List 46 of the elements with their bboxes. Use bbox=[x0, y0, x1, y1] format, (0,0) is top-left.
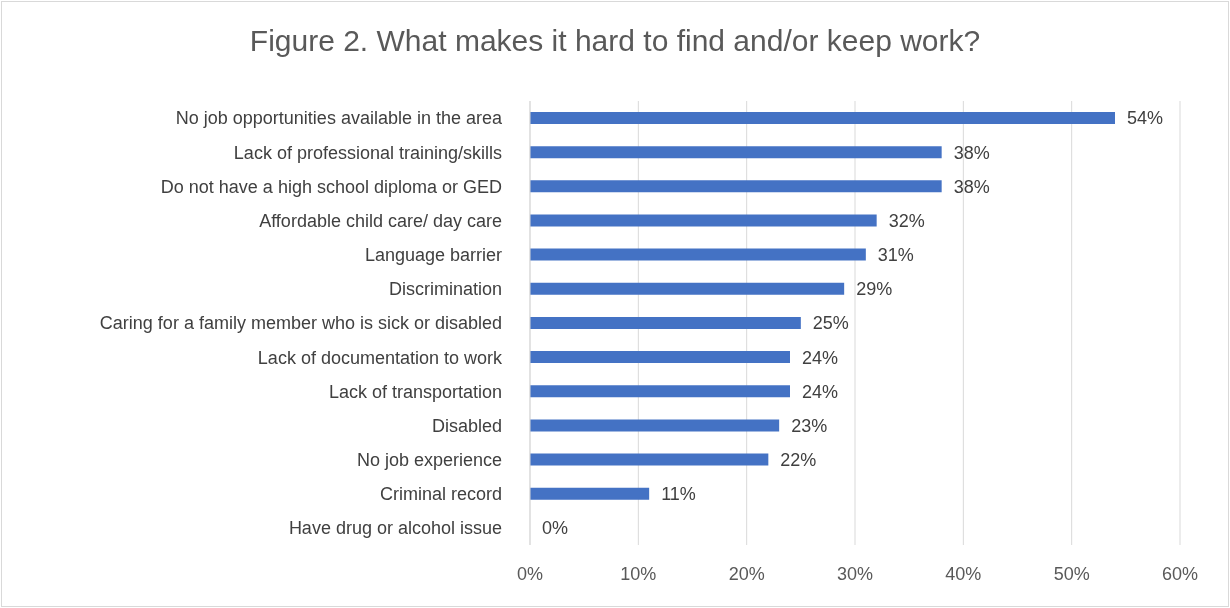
x-tick-label: 60% bbox=[1161, 563, 1199, 584]
y-tick-label: No job opportunities available in the area bbox=[175, 108, 503, 129]
y-tick-label: Language barrier bbox=[364, 245, 502, 266]
bar bbox=[530, 282, 845, 295]
y-tick-label: Have drug or alcohol issue bbox=[288, 518, 502, 539]
bar bbox=[530, 487, 650, 500]
data-label: 22% bbox=[780, 450, 817, 471]
bar bbox=[530, 180, 942, 193]
data-label: 25% bbox=[812, 313, 849, 334]
data-label: 11% bbox=[661, 484, 696, 505]
bar bbox=[530, 316, 801, 329]
data-label: 24% bbox=[802, 347, 839, 368]
x-tick-label: 30% bbox=[836, 563, 874, 584]
x-tick-label: 10% bbox=[620, 563, 657, 584]
y-tick-label: Affordable child care/ day care bbox=[259, 210, 502, 231]
bar bbox=[530, 112, 1115, 124]
data-label: 54% bbox=[1127, 108, 1164, 129]
bar bbox=[530, 146, 942, 159]
y-tick-label: Do not have a high school diploma or GED bbox=[160, 176, 502, 197]
data-label: 32% bbox=[888, 210, 925, 231]
y-tick-label: Discrimination bbox=[388, 279, 502, 300]
y-tick-label: Lack of professional training/skills bbox=[233, 142, 502, 163]
data-label: 29% bbox=[856, 279, 893, 300]
y-tick-label: Lack of documentation to work bbox=[257, 347, 503, 368]
x-tick-label: 0% bbox=[516, 563, 544, 584]
data-label: 38% bbox=[953, 142, 990, 163]
bar bbox=[530, 248, 866, 261]
data-label: 0% bbox=[542, 518, 569, 539]
chart-title: Figure 2. What makes it hard to find and/or keep work? bbox=[248, 24, 982, 58]
bar bbox=[530, 351, 790, 364]
data-label: 24% bbox=[802, 381, 839, 402]
y-tick-label: Caring for a family member who is sick or disabled bbox=[99, 313, 502, 334]
x-tick-label: 50% bbox=[1053, 563, 1090, 584]
bar bbox=[530, 419, 780, 432]
data-label: 31% bbox=[877, 245, 914, 266]
y-tick-label: Lack of transportation bbox=[328, 381, 502, 402]
x-tick-label: 40% bbox=[945, 563, 982, 584]
y-tick-label: Disabled bbox=[431, 415, 502, 436]
bar bbox=[530, 453, 769, 466]
x-tick-label: 20% bbox=[728, 563, 765, 584]
y-tick-label: Criminal record bbox=[379, 484, 502, 505]
y-tick-label: No job experience bbox=[356, 450, 502, 471]
bar bbox=[530, 214, 877, 227]
bar bbox=[530, 385, 790, 398]
data-label: 23% bbox=[791, 415, 828, 436]
data-label: 38% bbox=[953, 176, 990, 197]
